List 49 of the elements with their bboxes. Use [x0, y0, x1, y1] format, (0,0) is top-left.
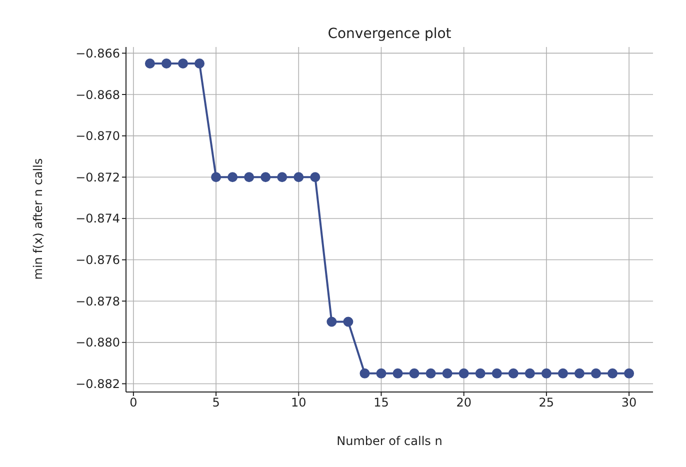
y-tick-label: −0.878	[76, 294, 120, 308]
point	[475, 368, 486, 378]
point	[508, 368, 518, 378]
point	[458, 368, 469, 378]
point	[492, 368, 502, 378]
point	[558, 368, 568, 378]
point	[591, 368, 602, 378]
y-axis-title: min f(x) after n calls	[31, 158, 45, 280]
x-tick-label: 0	[130, 396, 138, 410]
point	[442, 368, 452, 378]
point	[409, 368, 420, 378]
point	[161, 58, 172, 69]
y-tick-label: −0.880	[76, 336, 120, 350]
point	[608, 368, 618, 378]
x-tick-label: 5	[212, 396, 220, 410]
x-tick-label: 10	[290, 396, 306, 410]
x-tick-label: 30	[621, 396, 637, 410]
point	[624, 368, 634, 378]
y-tick-label: −0.870	[76, 129, 120, 144]
x-axis-title: Number of calls n	[336, 434, 442, 448]
x-tick-label: 25	[538, 396, 554, 410]
point	[360, 368, 370, 378]
y-tick-label: −0.874	[76, 212, 120, 226]
y-tick-label: −0.872	[76, 170, 120, 184]
point	[277, 172, 288, 182]
point	[260, 172, 271, 182]
chart-title: Convergence plot	[326, 26, 452, 42]
y-tick-label: −0.868	[76, 88, 120, 102]
point	[144, 58, 155, 69]
point	[376, 368, 386, 378]
point	[310, 172, 320, 182]
point	[541, 368, 552, 378]
point	[244, 172, 254, 182]
point	[343, 316, 354, 327]
point	[392, 368, 403, 378]
y-tick-label: −0.876	[76, 253, 120, 268]
point	[178, 58, 188, 69]
y-tick-label: −0.866	[76, 46, 120, 60]
y-tick-label: −0.882	[76, 376, 120, 391]
point	[524, 368, 535, 378]
x-tick-label: 15	[374, 396, 389, 410]
x-tick-label: 20	[456, 396, 472, 410]
point	[294, 172, 304, 182]
point	[574, 368, 584, 378]
point	[426, 368, 436, 378]
point	[211, 172, 222, 182]
point	[194, 58, 205, 69]
point	[326, 316, 337, 327]
point	[228, 172, 238, 182]
